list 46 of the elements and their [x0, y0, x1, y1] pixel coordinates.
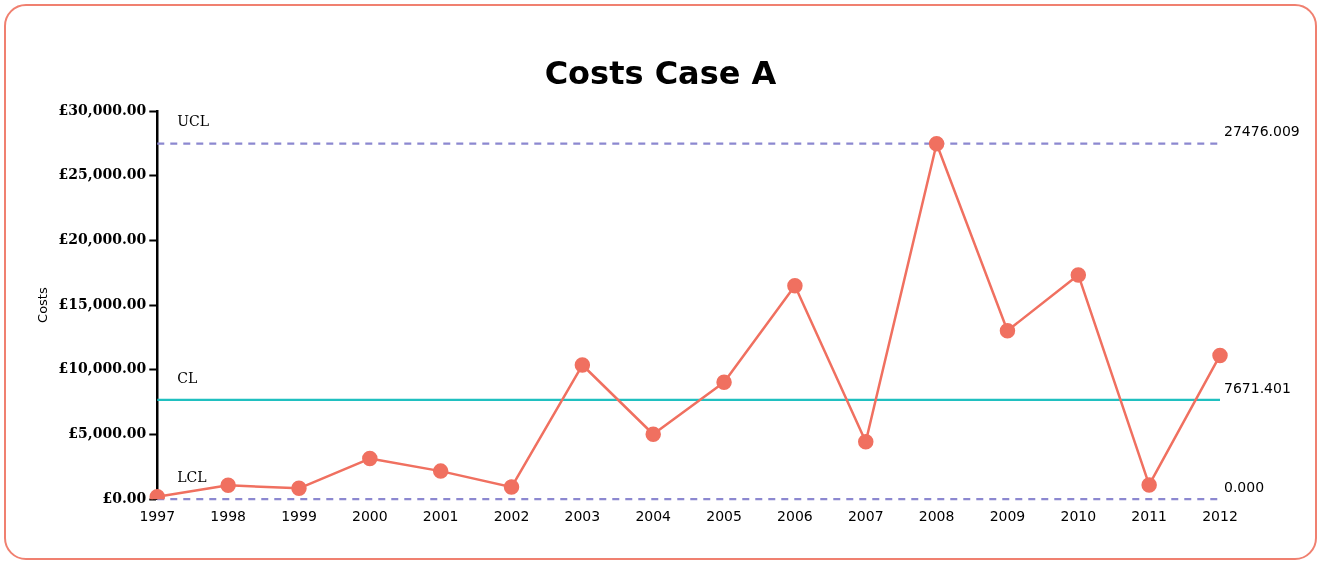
point: [858, 434, 874, 450]
point: [1212, 347, 1228, 364]
x-tick-label: 2005: [706, 508, 742, 525]
point: [1141, 477, 1157, 493]
point: [362, 450, 378, 467]
point: [503, 479, 520, 495]
point: [928, 135, 945, 152]
point: [645, 426, 661, 442]
x-tick-label: 1997: [139, 508, 176, 525]
annotation: 7671.401: [1224, 379, 1291, 396]
x-tick-label: 2003: [564, 508, 601, 525]
x-tick-label: 2012: [1202, 508, 1238, 525]
y-axis-title: Costs: [35, 287, 51, 323]
x-tick-label: 2007: [847, 508, 884, 525]
chart-title: Costs Case A: [543, 54, 778, 92]
annotation: 0.000: [1224, 478, 1265, 495]
y-tick-label: £20,000.00: [58, 231, 147, 248]
point: [291, 480, 307, 497]
x-tick-label: 2000: [352, 508, 388, 525]
x-tick-label: 2006: [777, 508, 813, 525]
x-tick-label: 1998: [210, 508, 246, 525]
x-tick-label: 2011: [1131, 508, 1167, 525]
point: [999, 322, 1016, 339]
y-tick-label: £25,000.00: [58, 166, 147, 183]
x-tick-label: 2002: [493, 508, 530, 525]
point: [716, 374, 732, 390]
x-tick-label: 2004: [635, 508, 672, 525]
point: [574, 357, 591, 373]
annotation: 27476.009: [1224, 123, 1300, 140]
point: [220, 477, 236, 494]
y-tick-label: £30,000.00: [58, 101, 147, 118]
point: [432, 463, 449, 479]
ref-line-label: CL: [177, 369, 198, 386]
point: [1070, 267, 1087, 283]
ref-line-label: LCL: [177, 468, 207, 485]
y-tick-label: £10,000.00: [58, 360, 147, 377]
y-tick-label: £5,000.00: [68, 425, 147, 442]
x-tick-label: 1999: [281, 508, 317, 525]
x-tick-label: 2010: [1060, 508, 1097, 525]
x-tick-label: 2008: [918, 508, 955, 525]
y-tick-label: £15,000.00: [58, 295, 147, 312]
x-tick-label: 2009: [989, 508, 1026, 525]
x-tick-label: 2001: [422, 508, 459, 525]
ref-line-label: UCL: [177, 113, 210, 130]
y-tick-label: £0.00: [102, 489, 147, 506]
point: [787, 278, 803, 294]
